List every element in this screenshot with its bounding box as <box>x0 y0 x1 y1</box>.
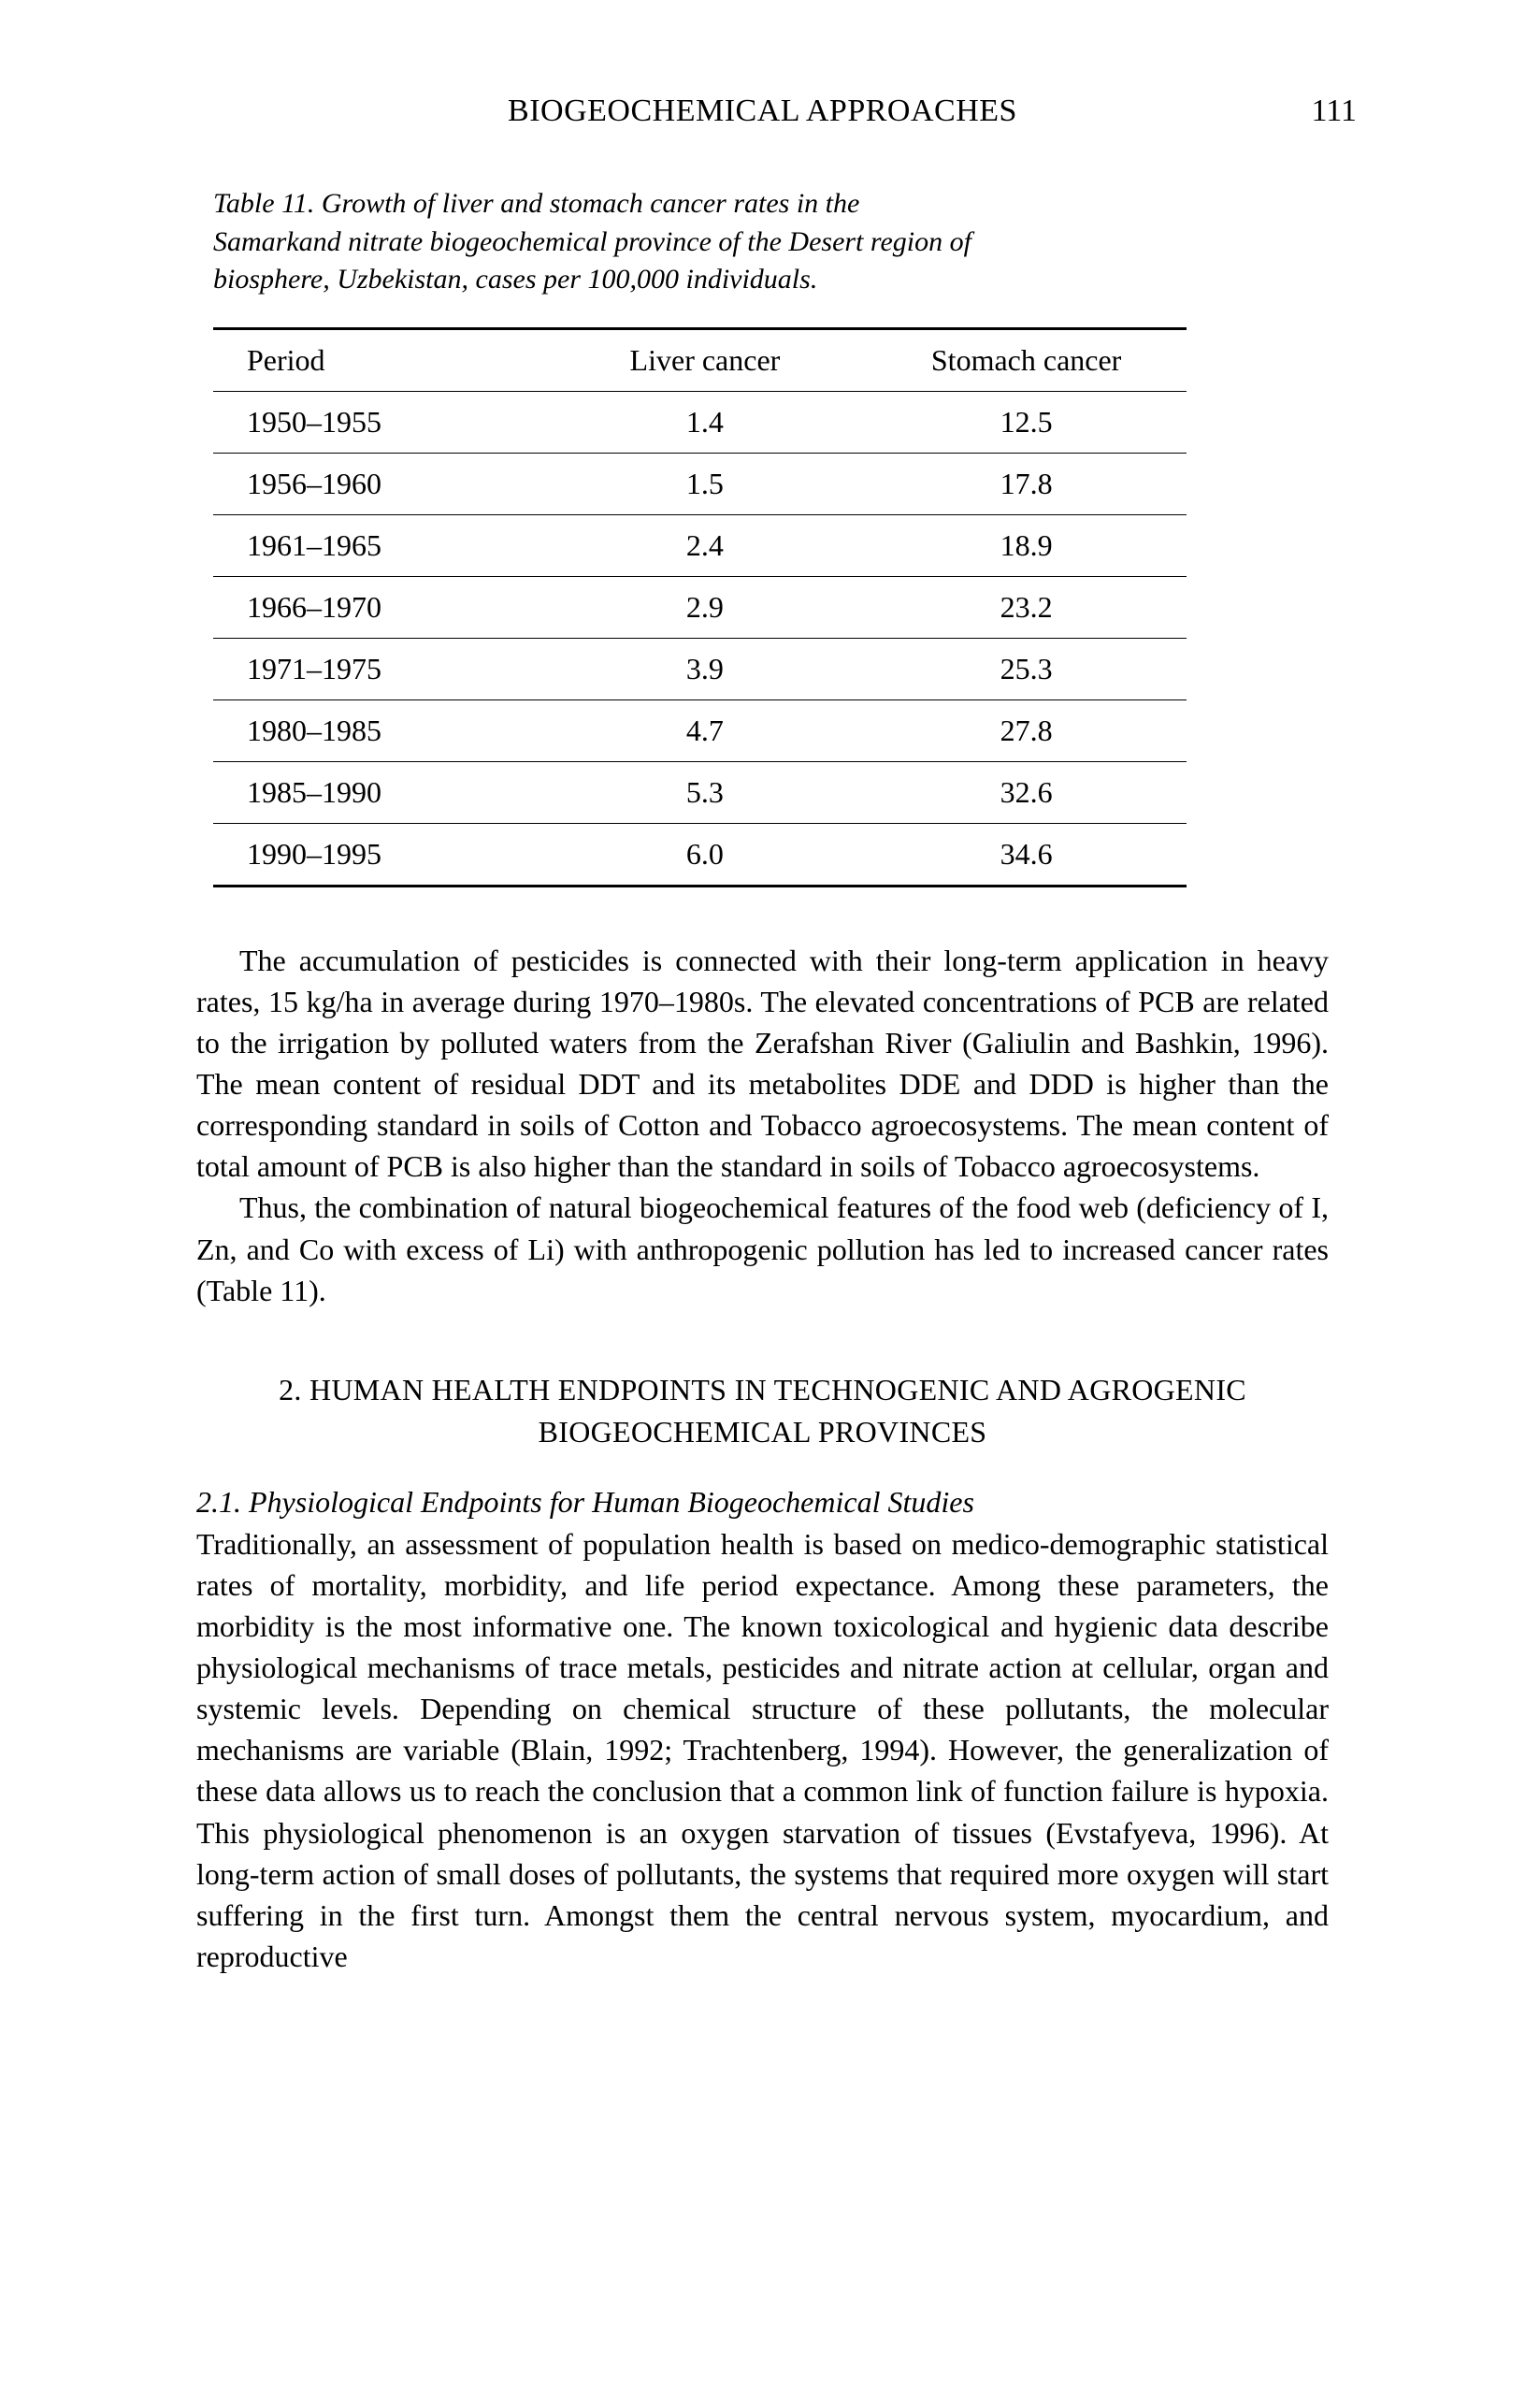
cell-liver: 3.9 <box>544 638 866 699</box>
running-title: BIOGEOCHEMICAL APPROACHES <box>508 94 1017 129</box>
table-row: 1985–1990 5.3 32.6 <box>213 761 1187 823</box>
table-header-row: Period Liver cancer Stomach cancer <box>213 328 1187 391</box>
col-header-period: Period <box>213 328 544 391</box>
cell-liver: 1.5 <box>544 453 866 514</box>
cell-stomach: 34.6 <box>866 823 1187 886</box>
paragraph: Thus, the combination of natural biogeoc… <box>196 1187 1329 1310</box>
table-row: 1961–1965 2.4 18.9 <box>213 514 1187 576</box>
table-row: 1971–1975 3.9 25.3 <box>213 638 1187 699</box>
col-header-liver: Liver cancer <box>544 328 866 391</box>
cell-liver: 6.0 <box>544 823 866 886</box>
cell-liver: 1.4 <box>544 391 866 453</box>
cell-period: 1961–1965 <box>213 514 544 576</box>
table-row: 1956–1960 1.5 17.8 <box>213 453 1187 514</box>
cell-stomach: 32.6 <box>866 761 1187 823</box>
cell-period: 1956–1960 <box>213 453 544 514</box>
paragraph-block-1: The accumulation of pesticides is connec… <box>196 940 1329 1311</box>
subsection-heading: 2.1. Physiological Endpoints for Human B… <box>196 1485 1329 1520</box>
table-row: 1966–1970 2.9 23.2 <box>213 576 1187 638</box>
cell-liver: 2.4 <box>544 514 866 576</box>
cell-stomach: 18.9 <box>866 514 1187 576</box>
cell-stomach: 17.8 <box>866 453 1187 514</box>
table-row: 1990–1995 6.0 34.6 <box>213 823 1187 886</box>
paragraph: The accumulation of pesticides is connec… <box>196 940 1329 1188</box>
cell-stomach: 27.8 <box>866 699 1187 761</box>
table-caption: Table 11. Growth of liver and stomach ca… <box>213 185 980 299</box>
paragraph: Traditionally, an assessment of populati… <box>196 1523 1329 1978</box>
page-number: 111 <box>1312 94 1357 129</box>
cell-liver: 4.7 <box>544 699 866 761</box>
cell-period: 1950–1955 <box>213 391 544 453</box>
cell-period: 1966–1970 <box>213 576 544 638</box>
table-row: 1950–1955 1.4 12.5 <box>213 391 1187 453</box>
cell-stomach: 12.5 <box>866 391 1187 453</box>
cell-period: 1980–1985 <box>213 699 544 761</box>
cell-period: 1990–1995 <box>213 823 544 886</box>
cell-liver: 2.9 <box>544 576 866 638</box>
page: BIOGEOCHEMICAL APPROACHES 111 Table 11. … <box>0 0 1525 2408</box>
cell-stomach: 25.3 <box>866 638 1187 699</box>
cell-period: 1971–1975 <box>213 638 544 699</box>
cell-stomach: 23.2 <box>866 576 1187 638</box>
cancer-rates-table: Period Liver cancer Stomach cancer 1950–… <box>213 327 1187 887</box>
cell-liver: 5.3 <box>544 761 866 823</box>
running-head: BIOGEOCHEMICAL APPROACHES 111 <box>196 94 1329 129</box>
table-row: 1980–1985 4.7 27.8 <box>213 699 1187 761</box>
section-heading: 2. HUMAN HEALTH ENDPOINTS IN TECHNOGENIC… <box>249 1369 1277 1453</box>
col-header-stomach: Stomach cancer <box>866 328 1187 391</box>
cell-period: 1985–1990 <box>213 761 544 823</box>
